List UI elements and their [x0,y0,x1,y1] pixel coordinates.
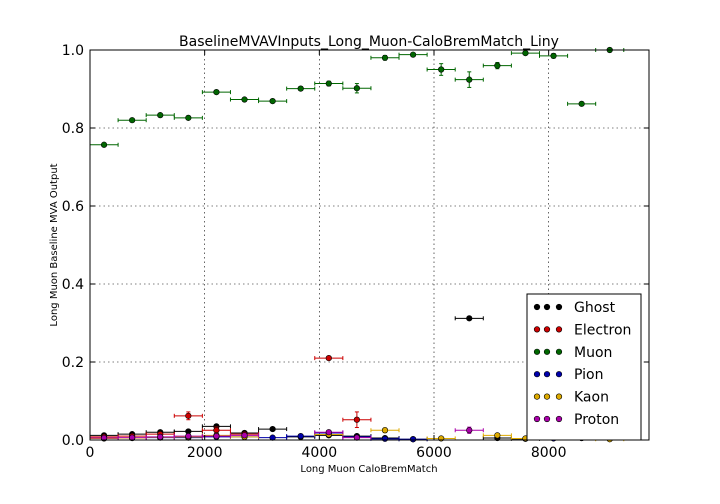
legend-marker [533,371,541,378]
chart-title: BaselineMVAVInputs_Long_Muon-CaloBremMat… [179,34,559,50]
legend-marker [543,415,551,423]
legend-entry-pion: Pion [533,367,603,383]
data-point [381,427,389,434]
legend-label: Muon [574,345,612,361]
data-point [129,117,136,124]
data-point [578,100,585,107]
data-point [466,76,473,83]
legend-marker [555,393,563,400]
data-point [213,427,220,434]
x-tick-label: 8000 [531,445,567,461]
data-point [213,433,220,440]
x-tick-label: 0 [86,445,95,461]
plot-border [89,49,650,441]
legend-label: Proton [574,412,619,428]
legend-marker [555,326,563,333]
legend-marker [533,348,541,355]
data-point [297,433,304,440]
data-point [409,436,417,443]
legend-marker [533,393,541,400]
legend-marker [533,303,541,311]
legend-marker [555,415,563,423]
legend-marker [555,303,563,311]
legend-entry-ghost: Ghost [533,300,616,316]
legend-marker [543,303,551,311]
y-tick-label: 0.0 [62,433,84,449]
series-proton [89,426,597,442]
data-point [353,85,360,92]
legend-marker [555,348,563,355]
data-point [494,62,501,69]
legend-marker [555,371,563,378]
data-point [409,51,417,58]
legend-marker [533,415,541,423]
data-point [381,54,389,61]
x-tick-label: 6000 [416,445,452,461]
ticks: 0 2000 4000 6000 8000 0.0 0.2 0.4 0.6 0.8 1.0 [62,43,649,461]
data-point [522,50,529,57]
legend-label: Ghost [574,300,616,316]
data-layer [89,46,625,443]
data-point [466,315,473,322]
data-point [185,433,192,440]
data-point [325,355,332,362]
data-point [297,85,304,92]
y-axis-label: Long Muon Baseline MVA Output [49,163,60,326]
data-point [269,425,276,433]
x-tick-label: 4000 [302,445,338,461]
data-point [185,412,192,419]
legend-label: Kaon [574,390,609,406]
legend-marker [543,371,551,378]
data-point [157,433,164,440]
legend-marker [543,348,551,355]
data-point [325,80,332,87]
data-point [353,416,360,423]
data-point [241,96,248,103]
data-point [381,435,389,442]
data-point [241,432,248,439]
data-point [438,66,445,73]
legend-marker [543,393,551,400]
data-point [185,114,192,121]
data-point [100,434,108,442]
legend-box [526,293,642,441]
y-tick-label: 0.8 [62,121,84,137]
data-point [466,427,473,434]
data-point [213,89,220,96]
legend-marker [533,326,541,333]
y-tick-label: 0.4 [62,277,84,293]
y-tick-label: 0.6 [62,199,84,215]
data-point [269,97,276,105]
legend-marker [543,326,551,333]
x-tick-label: 2000 [187,445,223,461]
data-point [494,432,501,439]
data-point [157,112,164,119]
data-point [100,141,108,148]
series-muon [89,46,625,148]
legend-entry-proton: Proton [533,412,619,428]
data-point [550,52,557,59]
legend-entry-muon: Muon [533,345,612,361]
legend-entry-electron: Electron [533,322,631,338]
data-point [325,429,332,436]
y-tick-label: 0.2 [62,355,84,371]
y-tick-label: 1.0 [62,43,84,59]
legend: Ghost Electron Muon Pion Kaon Proton [526,293,642,441]
legend-label: Electron [574,322,631,338]
legend-label: Pion [574,367,603,383]
legend-entry-kaon: Kaon [533,390,609,406]
x-axis-label: Long Muon CaloBremMatch [300,464,437,475]
